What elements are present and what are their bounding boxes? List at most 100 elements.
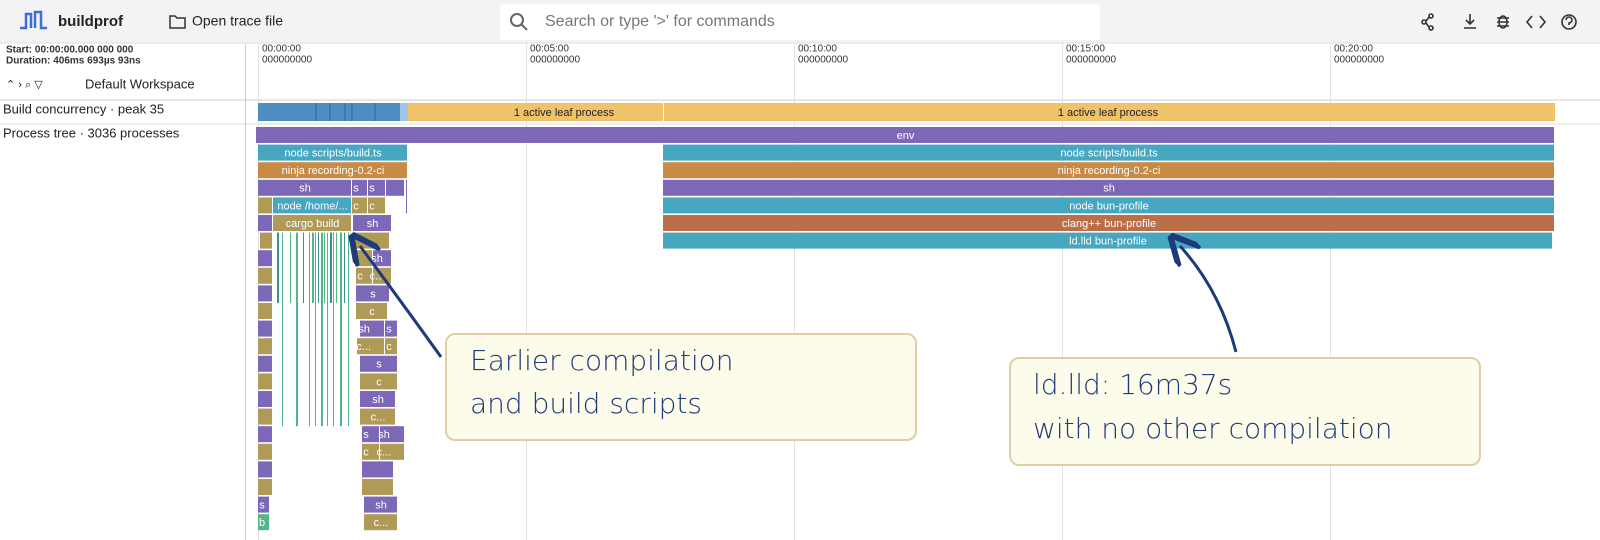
slice xyxy=(258,197,272,214)
slice xyxy=(309,232,310,427)
slice xyxy=(340,232,342,427)
logo-icon xyxy=(20,10,47,30)
slice xyxy=(353,232,389,249)
slice xyxy=(324,232,325,303)
slice xyxy=(321,232,323,427)
slice xyxy=(258,443,272,460)
slice-label: s xyxy=(370,288,376,300)
slice xyxy=(385,338,397,355)
slice xyxy=(258,338,272,355)
slice xyxy=(258,496,269,513)
slice-label: s xyxy=(369,183,375,195)
folder-icon[interactable] xyxy=(169,15,186,29)
slice-label: c... xyxy=(371,412,386,424)
slice xyxy=(360,320,384,337)
time-tick-digits: 000000000 xyxy=(1066,55,1116,66)
slice xyxy=(282,232,283,427)
slice xyxy=(258,144,407,161)
slice xyxy=(260,232,272,249)
concurrency-label: 1 active leaf process xyxy=(1058,107,1159,119)
slice xyxy=(364,514,397,531)
slice xyxy=(290,232,291,303)
slice xyxy=(356,285,389,302)
slice xyxy=(360,408,395,425)
slice xyxy=(258,162,407,179)
annotation-text: with no other compilation xyxy=(1033,412,1393,445)
slice xyxy=(258,267,272,284)
time-tick-digits: 000000000 xyxy=(530,55,580,66)
slice xyxy=(273,197,351,214)
slice-label: c xyxy=(376,376,382,388)
slice xyxy=(258,461,272,478)
slice xyxy=(303,232,304,303)
slice xyxy=(258,373,272,390)
slice xyxy=(356,267,372,284)
time-tick: 00:20:00 xyxy=(1334,44,1373,55)
slice xyxy=(258,250,272,267)
slice xyxy=(360,391,395,407)
slice-label: c xyxy=(369,306,375,318)
slice xyxy=(663,215,1554,231)
slice-label: s xyxy=(353,183,359,195)
slice xyxy=(330,232,332,303)
logo: buildprof xyxy=(58,13,124,30)
slice-label: node bun-profile xyxy=(1069,200,1149,212)
slice xyxy=(362,443,379,460)
search-icon xyxy=(520,23,528,31)
workspace[interactable]: Default Workspace xyxy=(85,76,195,91)
slice xyxy=(364,496,397,513)
help-button[interactable] xyxy=(1561,14,1577,30)
slice xyxy=(380,443,404,460)
slice-label: sh xyxy=(375,500,387,512)
code-button[interactable] xyxy=(1525,15,1547,29)
slice xyxy=(258,408,272,425)
slice-label: cargo build xyxy=(286,218,340,230)
start-info: Start: 00:00:00.000 000 000 xyxy=(6,45,134,56)
slice xyxy=(256,127,1554,143)
open-trace[interactable]: Open trace file xyxy=(192,13,283,29)
annotation-box xyxy=(1009,357,1481,466)
slice xyxy=(360,373,397,390)
slice-label: c xyxy=(353,200,359,212)
annotation-arrow xyxy=(360,246,443,358)
slice-label: sh xyxy=(358,324,370,336)
share-button[interactable] xyxy=(1421,13,1434,31)
slice xyxy=(360,355,397,372)
slice xyxy=(353,215,391,231)
download-button[interactable] xyxy=(1464,14,1476,29)
slice-label: cc... xyxy=(351,341,371,353)
concurrency-bar xyxy=(664,103,1555,121)
slice-label: sh xyxy=(1103,183,1115,195)
collapse-icons[interactable]: ⌃ › ⌕ ▽ xyxy=(6,79,43,91)
slice xyxy=(362,479,393,495)
sidebar xyxy=(0,44,245,540)
slice xyxy=(352,197,367,214)
debug-button[interactable] xyxy=(1497,15,1509,29)
time-tick-digits: 000000000 xyxy=(262,55,312,66)
search-placeholder[interactable]: Search or type '>' for commands xyxy=(545,13,775,30)
time-tick: 00:05:00 xyxy=(530,44,569,55)
annotation-box xyxy=(445,333,917,441)
annotation-arrow xyxy=(1180,246,1238,353)
time-tick-digits: 000000000 xyxy=(1334,55,1384,66)
annotation-text: Earlier compilation xyxy=(470,344,733,377)
slice xyxy=(380,426,404,443)
slice-label: c xyxy=(386,341,392,353)
slice-label: c... xyxy=(377,447,392,459)
track-title[interactable]: Process tree · 3036 processes xyxy=(3,125,180,140)
slice xyxy=(368,179,385,196)
slice xyxy=(663,197,1554,214)
search-box[interactable] xyxy=(500,4,1100,40)
slice xyxy=(315,232,316,427)
track-title[interactable]: Build concurrency · peak 35 xyxy=(3,101,164,116)
search-icon xyxy=(510,13,524,27)
slice xyxy=(258,391,272,407)
slice xyxy=(352,179,367,196)
concurrency-label: 1 active leaf process xyxy=(514,107,615,119)
slice-label: node scripts/build.ts xyxy=(1060,148,1158,160)
slice-label: sh xyxy=(372,394,384,406)
slice xyxy=(348,232,349,427)
slice-label: ld.lld bun-profile xyxy=(1069,236,1147,248)
time-tick-digits: 000000000 xyxy=(798,55,848,66)
slice xyxy=(258,303,272,319)
